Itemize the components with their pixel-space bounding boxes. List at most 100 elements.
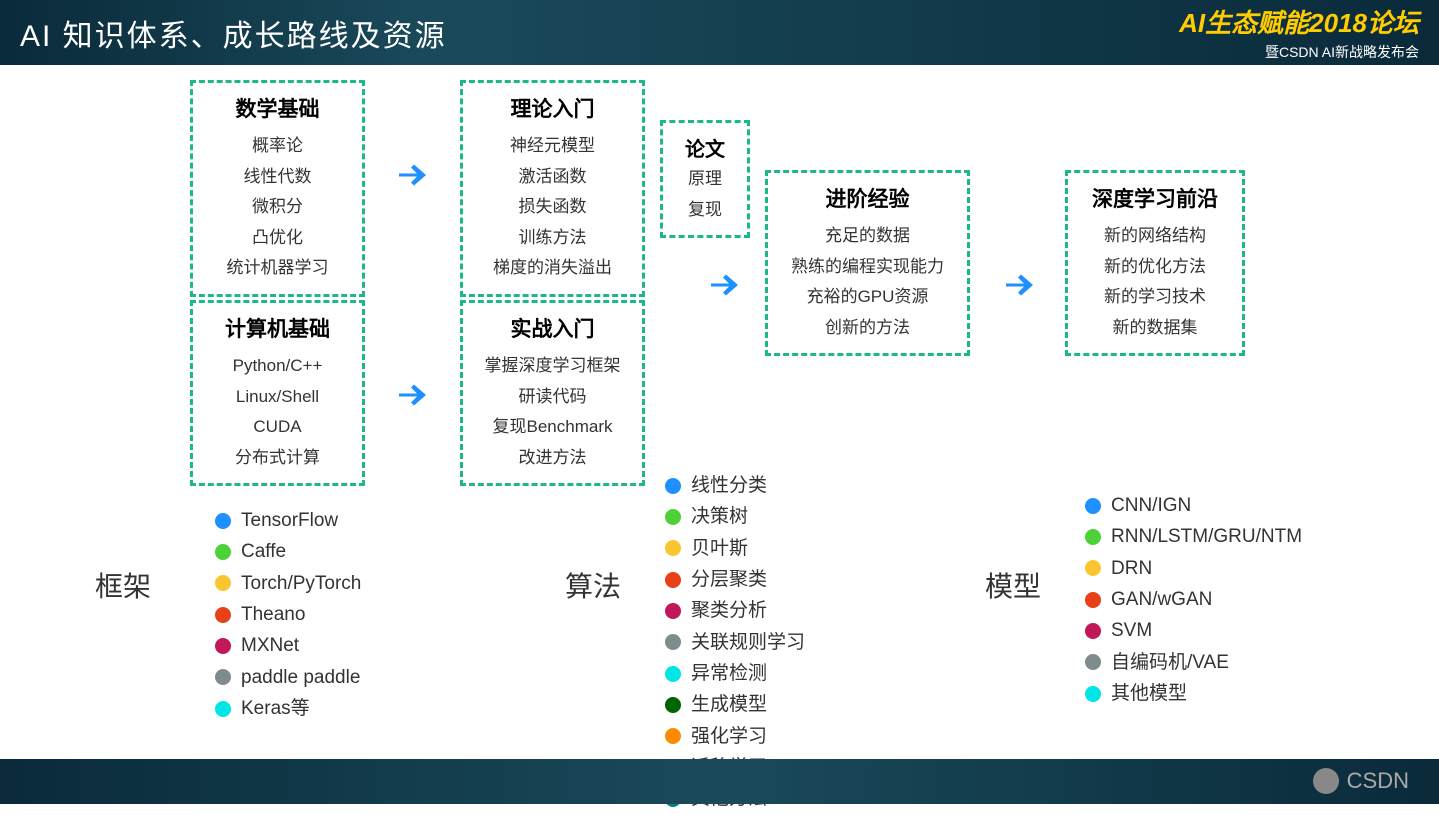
box-frontier: 深度学习前沿 新的网络结构新的优化方法新的学习技术新的数据集: [1065, 170, 1245, 356]
legend-item: 异常检测: [665, 658, 805, 689]
box-items: 充足的数据熟练的编程实现能力充裕的GPU资源创新的方法: [786, 221, 949, 343]
box-paper: 论文 原理复现: [660, 120, 750, 238]
legend-dot: [215, 513, 231, 529]
box-item: 新的网络结构: [1086, 221, 1224, 252]
legend-label: 生成模型: [691, 689, 767, 720]
box-cs: 计算机基础 Python/C++Linux/ShellCUDA分布式计算: [190, 300, 365, 486]
legend-dot: [215, 669, 231, 685]
legend-item: 分层聚类: [665, 564, 805, 595]
box-items: 原理复现: [673, 164, 737, 225]
box-title: 实战入门: [481, 313, 624, 343]
legend-item: paddle paddle: [215, 662, 361, 693]
legend-dot: [665, 540, 681, 556]
legend-item: DRN: [1085, 553, 1302, 584]
legend-label: CNN/IGN: [1111, 490, 1191, 521]
slide-title: AI 知识体系、成长路线及资源: [20, 11, 447, 55]
legend-item: MXNet: [215, 630, 361, 661]
legend-label: TensorFlow: [241, 505, 338, 536]
box-item: 充裕的GPU资源: [786, 282, 949, 313]
legend-dot: [215, 701, 231, 717]
legend-label: RNN/LSTM/GRU/NTM: [1111, 521, 1302, 552]
box-math: 数学基础 概率论线性代数微积分凸优化统计机器学习: [190, 80, 365, 297]
legend-dot: [665, 634, 681, 650]
box-title: 论文: [673, 133, 737, 162]
box-item: 概率论: [211, 131, 344, 162]
box-item: 分布式计算: [211, 443, 344, 474]
legend-label: 分层聚类: [691, 564, 767, 595]
box-title: 深度学习前沿: [1086, 183, 1224, 213]
legend-item: 贝叶斯: [665, 533, 805, 564]
box-items: 概率论线性代数微积分凸优化统计机器学习: [211, 131, 344, 284]
legend-item: 强化学习: [665, 721, 805, 752]
arrow-icon: [388, 370, 434, 424]
legend-item: Theano: [215, 599, 361, 630]
box-item: 梯度的消失溢出: [481, 253, 624, 284]
box-items: 神经元模型激活函数损失函数训练方法梯度的消失溢出: [481, 131, 624, 284]
legend-item: GAN/wGAN: [1085, 584, 1302, 615]
legend-dot: [215, 607, 231, 623]
arrow-icon: [700, 260, 746, 314]
legend-dot: [1085, 560, 1101, 576]
box-title: 理论入门: [481, 93, 624, 123]
legend-dot: [215, 575, 231, 591]
legend-item: Keras等: [215, 693, 361, 724]
legend-label: 其他模型: [1111, 678, 1187, 709]
legend-label: 线性分类: [691, 470, 767, 501]
legend-label: SVM: [1111, 615, 1152, 646]
legend-dot: [1085, 529, 1101, 545]
legend-item: RNN/LSTM/GRU/NTM: [1085, 521, 1302, 552]
legend-item: 其他模型: [1085, 678, 1302, 709]
box-item: 神经元模型: [481, 131, 624, 162]
box-item: 掌握深度学习框架: [481, 351, 624, 382]
diagram-content: 数学基础 概率论线性代数微积分凸优化统计机器学习 计算机基础 Python/C+…: [0, 75, 1439, 759]
logo-main: AI生态赋能2018论坛: [1179, 3, 1419, 40]
legend-dot: [665, 728, 681, 744]
csdn-watermark: CSDN: [1313, 768, 1409, 794]
csdn-text: CSDN: [1347, 768, 1409, 794]
legend-label: 强化学习: [691, 721, 767, 752]
box-item: 充足的数据: [786, 221, 949, 252]
legend-title-algorithms: 算法: [565, 565, 621, 605]
box-item: 复现: [673, 195, 737, 226]
wechat-icon: [1313, 768, 1339, 794]
box-title: 进阶经验: [786, 183, 949, 213]
box-item: 新的优化方法: [1086, 252, 1224, 283]
legend-label: MXNet: [241, 630, 299, 661]
legend-label: Caffe: [241, 536, 286, 567]
box-item: 新的数据集: [1086, 313, 1224, 344]
legend-dot: [1085, 654, 1101, 670]
box-item: 研读代码: [481, 382, 624, 413]
legend-item: 线性分类: [665, 470, 805, 501]
legend-title-frameworks: 框架: [95, 565, 151, 605]
legend-label: Torch/PyTorch: [241, 568, 361, 599]
box-theory: 理论入门 神经元模型激活函数损失函数训练方法梯度的消失溢出: [460, 80, 645, 297]
legend-label: 异常检测: [691, 658, 767, 689]
box-item: 改进方法: [481, 443, 624, 474]
event-logo: AI生态赋能2018论坛 暨CSDN AI新战略发布会: [1179, 3, 1419, 62]
legend-dot: [1085, 686, 1101, 702]
legend-dot: [665, 509, 681, 525]
box-practice: 实战入门 掌握深度学习框架研读代码复现Benchmark改进方法: [460, 300, 645, 486]
legend-frameworks: TensorFlowCaffeTorch/PyTorchTheanoMXNetp…: [215, 505, 361, 724]
box-item: 训练方法: [481, 223, 624, 254]
box-items: 新的网络结构新的优化方法新的学习技术新的数据集: [1086, 221, 1224, 343]
legend-item: 决策树: [665, 501, 805, 532]
legend-item: 生成模型: [665, 689, 805, 720]
box-items: 掌握深度学习框架研读代码复现Benchmark改进方法: [481, 351, 624, 473]
legend-item: CNN/IGN: [1085, 490, 1302, 521]
box-item: 凸优化: [211, 223, 344, 254]
legend-label: 贝叶斯: [691, 533, 748, 564]
legend-item: Torch/PyTorch: [215, 568, 361, 599]
legend-dot: [215, 638, 231, 654]
box-item: 复现Benchmark: [481, 412, 624, 443]
legend-dot: [1085, 623, 1101, 639]
legend-label: Keras等: [241, 693, 310, 724]
legend-label: 关联规则学习: [691, 627, 805, 658]
logo-sub: 暨CSDN AI新战略发布会: [1179, 42, 1419, 62]
legend-dot: [665, 697, 681, 713]
box-item: 创新的方法: [786, 313, 949, 344]
box-advanced: 进阶经验 充足的数据熟练的编程实现能力充裕的GPU资源创新的方法: [765, 170, 970, 356]
legend-item: 自编码机/VAE: [1085, 647, 1302, 678]
legend-dot: [215, 544, 231, 560]
box-item: 线性代数: [211, 162, 344, 193]
